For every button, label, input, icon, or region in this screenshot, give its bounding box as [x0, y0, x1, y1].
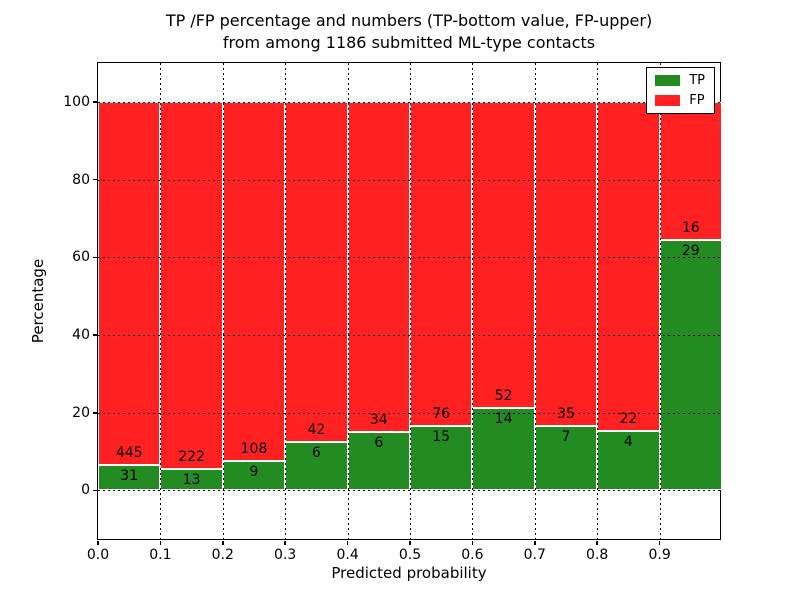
x-tick-mark [346, 541, 349, 545]
legend-row: FP [655, 94, 705, 107]
tp-count-label: 4 [623, 433, 633, 450]
gridline-vertical [285, 63, 287, 539]
x-tick-label: 0.4 [336, 547, 359, 563]
gridline-vertical [347, 63, 349, 539]
x-tick-label: 0.0 [86, 547, 110, 563]
y-tick-mark [93, 489, 97, 492]
x-tick-mark [534, 541, 536, 545]
gridline-vertical [222, 63, 224, 539]
fp-count-label: 42 [307, 421, 326, 438]
y-tick-label: 40 [72, 327, 90, 344]
x-tick-label: 0.7 [523, 547, 546, 563]
fp-count-label: 108 [240, 440, 268, 457]
bar-segment-tp [534, 425, 598, 491]
x-tick-label: 0.1 [149, 547, 172, 563]
x-tick-mark [658, 541, 661, 545]
gridline-vertical [160, 63, 162, 539]
tp-count-label: 7 [561, 428, 571, 445]
tp-count-label: 31 [120, 468, 139, 485]
legend-swatch-tp [655, 75, 681, 86]
x-tick-mark [97, 541, 99, 545]
bar-segment-fp [347, 101, 410, 433]
legend-label-fp: FP [689, 93, 705, 108]
bar-segment-fp [160, 101, 223, 469]
bar-segment-fp [222, 101, 286, 461]
bar-segment-tp [285, 441, 348, 491]
tp-count-label: 15 [432, 429, 451, 446]
fp-count-label: 222 [178, 448, 205, 465]
y-axis-label: Percentage [29, 258, 47, 344]
x-tick-label: 0.3 [274, 547, 297, 563]
y-tick-mark [93, 334, 97, 336]
gridline-vertical [659, 63, 661, 539]
gridline-horizontal [98, 257, 720, 259]
x-tick-label: 0.9 [648, 547, 671, 563]
tp-count-label: 6 [374, 435, 384, 452]
chart-title: TP /FP percentage and numbers (TP-bottom… [97, 10, 721, 53]
fp-count-label: 16 [681, 220, 700, 237]
fp-count-label: 34 [369, 412, 388, 429]
y-tick-label: 80 [72, 171, 90, 188]
gridline-horizontal [98, 412, 720, 414]
x-tick-label: 0.8 [586, 547, 609, 563]
bar-segment-fp [285, 101, 348, 442]
x-tick-label: 0.5 [398, 547, 422, 563]
y-tick-label: 60 [72, 249, 90, 266]
bar-segment-tp [222, 460, 286, 491]
fp-count-label: 52 [494, 388, 513, 405]
gridline-horizontal [98, 179, 720, 181]
y-tick-mark [93, 412, 97, 414]
gridline-vertical [472, 63, 474, 539]
fp-count-label: 35 [557, 405, 575, 422]
x-tick-mark [159, 541, 162, 545]
legend-row: TP [655, 74, 705, 87]
y-tick-label: 0 [81, 482, 90, 499]
fp-count-label: 445 [115, 445, 143, 462]
fp-count-label: 22 [619, 410, 638, 427]
chart-title-line1: TP /FP percentage and numbers (TP-bottom… [165, 11, 653, 30]
bar-segment-fp [472, 101, 535, 409]
bar-segment-fp [597, 101, 660, 431]
x-tick-mark [222, 541, 224, 545]
bar-segment-fp [534, 101, 598, 426]
y-tick-mark [93, 101, 97, 103]
legend-label-tp: TP [689, 73, 705, 88]
x-tick-mark [596, 541, 598, 545]
gridline-horizontal [98, 335, 720, 337]
bar-segment-tp [659, 240, 722, 491]
x-tick-label: 0.2 [211, 547, 234, 563]
legend: TP FP [646, 67, 715, 114]
bar-segment-tp [597, 430, 660, 491]
gridline-horizontal [98, 490, 720, 492]
tp-count-label: 6 [311, 444, 321, 461]
plot-area: TP FP 445 31 222 13 108 9 42 6 34 6 76 15 52 14 35 7 22 4 1… [63, 62, 722, 563]
x-tick-mark [284, 541, 286, 545]
fp-count-label: 76 [432, 406, 451, 423]
x-tick-mark [409, 541, 411, 545]
tp-count-label: 29 [681, 243, 700, 260]
y-tick-label: 20 [72, 404, 90, 421]
bar-segment-tp [98, 465, 161, 491]
tp-count-label: 9 [249, 463, 259, 480]
legend-swatch-fp [655, 95, 681, 106]
y-tick-mark [93, 178, 97, 181]
gridline-vertical [410, 63, 411, 539]
gridline-horizontal [98, 101, 720, 103]
y-tick-mark [93, 256, 97, 259]
gridline-vertical [534, 63, 536, 539]
chart-title-line2: from among 1186 submitted ML-type contac… [222, 32, 596, 52]
tp-count-label: 14 [494, 411, 513, 428]
bar-segment-fp [410, 101, 473, 427]
tp-count-label: 13 [182, 471, 201, 488]
bar-segment-fp [98, 101, 161, 466]
x-axis-label: Predicted probability [331, 564, 487, 582]
gridline-vertical [597, 63, 599, 539]
x-tick-mark [471, 541, 474, 545]
y-tick-label: 100 [63, 93, 90, 110]
x-tick-label: 0.6 [461, 547, 484, 563]
